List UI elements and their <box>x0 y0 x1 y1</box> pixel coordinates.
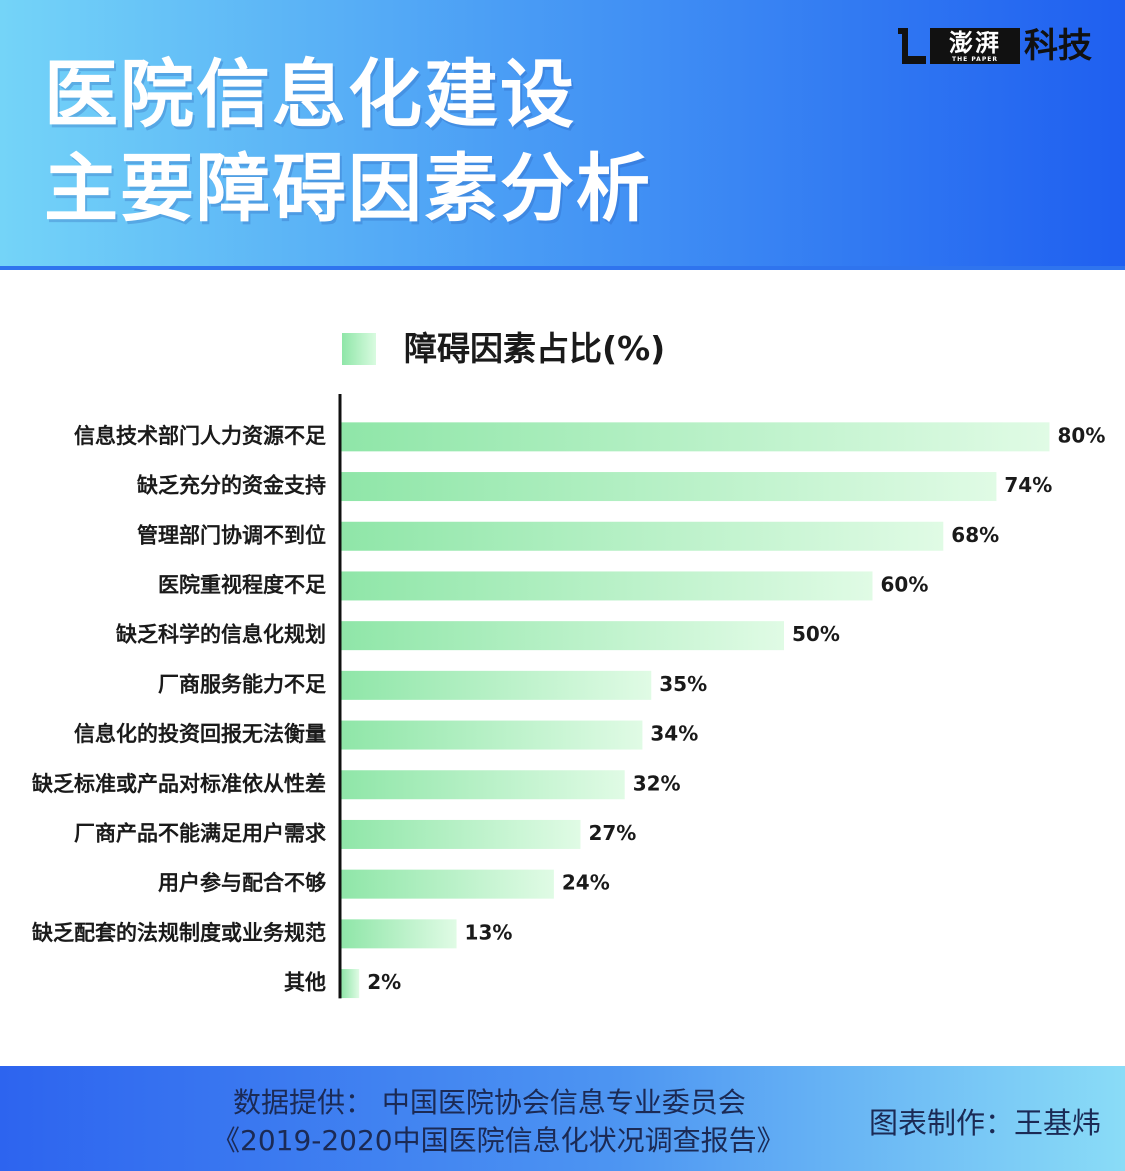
bar <box>341 422 1050 452</box>
bar <box>341 571 873 601</box>
value-label: 80% <box>1058 423 1106 447</box>
page-title-line-2: 主要障碍因素分析 <box>44 146 652 232</box>
logo-mark-icon <box>898 28 926 64</box>
legend-label: 障碍因素占比(%) <box>404 329 666 368</box>
category-label: 缺乏标准或产品对标准依从性差 <box>32 772 326 796</box>
bar-chart: 信息技术部门人力资源不足 80% 缺乏充分的资金支持 74% 管理部门协调不到位 68% 医… <box>32 394 1106 999</box>
value-label: 2% <box>367 970 401 994</box>
value-label: 50% <box>792 622 840 646</box>
legend-swatch <box>342 333 376 365</box>
bar <box>341 819 581 849</box>
value-label: 24% <box>562 871 610 895</box>
bar <box>341 521 944 551</box>
page-title-line-1: 医院信息化建设 <box>44 52 576 138</box>
category-label: 用户参与配合不够 <box>158 871 326 895</box>
bar <box>341 869 554 899</box>
value-label: 27% <box>588 821 636 845</box>
category-label: 厂商产品不能满足用户需求 <box>74 821 326 845</box>
value-label: 60% <box>881 572 929 596</box>
source-line-2: 《2019-2020中国医院信息化状况调查报告》 <box>212 1124 785 1157</box>
category-label: 信息技术部门人力资源不足 <box>74 424 326 448</box>
category-label: 医院重视程度不足 <box>158 573 326 597</box>
category-label: 信息化的投资回报无法衡量 <box>74 722 326 746</box>
logo-wordmark: 澎湃 THE PAPER <box>930 28 1020 64</box>
category-label: 缺乏充分的资金支持 <box>137 474 326 498</box>
value-label: 74% <box>1004 473 1052 497</box>
bar <box>341 969 360 999</box>
logo-wordmark-sub: THE PAPER <box>952 56 998 63</box>
category-label: 厂商服务能力不足 <box>158 672 326 696</box>
value-label: 32% <box>633 771 681 795</box>
bar <box>341 720 643 750</box>
bar <box>341 621 784 651</box>
chart-maker-credit: 图表制作：王基炜 <box>868 1106 1101 1140</box>
category-label: 其他 <box>284 971 326 995</box>
category-label: 缺乏配套的法规制度或业务规范 <box>32 921 326 945</box>
footer-banner: 数据提供： 中国医院协会信息专业委员会 《2019-2020中国医院信息化状况调… <box>0 1066 1125 1171</box>
source-line-1: 数据提供： 中国医院协会信息专业委员会 <box>233 1086 746 1119</box>
category-label: 缺乏科学的信息化规划 <box>116 623 326 647</box>
bar <box>341 670 652 700</box>
value-label: 35% <box>659 672 707 696</box>
logo-wordmark-text: 澎湃 <box>949 28 1001 57</box>
logo-text: 科技 <box>1024 26 1092 66</box>
brand-logo: 澎湃 THE PAPER 科技 <box>898 22 1097 70</box>
bar <box>341 919 457 949</box>
header-banner: 医院信息化建设 主要障碍因素分析 澎湃 THE PAPER 科技 <box>0 0 1125 270</box>
value-label: 34% <box>650 722 698 746</box>
value-label: 13% <box>465 920 513 944</box>
category-label: 管理部门协调不到位 <box>137 523 326 547</box>
bar <box>341 472 997 502</box>
value-label: 68% <box>951 523 999 547</box>
bar <box>341 770 625 800</box>
